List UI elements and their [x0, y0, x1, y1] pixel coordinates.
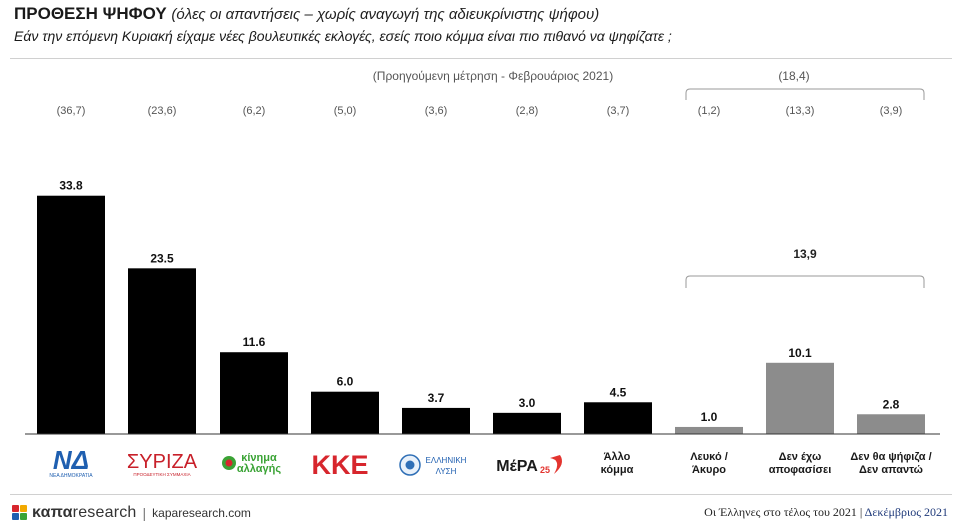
previous-value-label-5: (3,6) [425, 105, 448, 117]
category-blank-invalid: Λευκό / Άκυρο [690, 451, 728, 476]
previous-value-label-6: (2,8) [516, 105, 539, 117]
other-party-line2: κόμμα [601, 464, 634, 476]
category-mera25: ΜέΡΑ 25 [496, 455, 562, 475]
previous-value-label-10: (3,9) [880, 105, 903, 117]
elliniki-lysi-emblem-inner [405, 460, 415, 470]
category-syriza: ΣΥΡΙΖΑ ΠΡΟΟΔΕΥΤΙΚΗ ΣΥΜΜΑΧΙΑ [127, 451, 198, 477]
brand-name: καπαresearch [32, 504, 137, 522]
previous-value-label-4: (5,0) [334, 105, 357, 117]
bar-9 [766, 362, 834, 434]
group-total-label: 13,9 [793, 247, 817, 261]
footer-note-separator: | [859, 505, 865, 519]
previous-value-label-2: (23,6) [148, 105, 177, 117]
abstain-line1: Δεν θα ψήφιζα / [850, 451, 931, 463]
undecided-line1: Δεν έχω [779, 451, 822, 463]
group-bracket [685, 275, 925, 288]
elliniki-lysi-line2: ΛΥΣΗ [436, 467, 457, 476]
previous-value-label-8: (1,2) [698, 105, 721, 117]
page-title: ΠΡΟΘΕΣΗ ΨΗΦΟΥ (όλες οι απαντήσεις – χωρί… [14, 4, 599, 24]
previous-measurement-label: (Προηγούμενη μέτρηση - Φεβρουάριος 2021) [373, 69, 613, 83]
bar-4 [311, 391, 379, 434]
abstain-line2: Δεν απαντώ [859, 464, 923, 476]
bar-value-label-6: 3.0 [519, 396, 536, 410]
bar-value-label-5: 3.7 [428, 391, 445, 405]
previous-group-total: (18,4) [778, 69, 809, 83]
category-elliniki-lysi: ΕΛΛΗΝΙΚΗ ΛΥΣΗ [399, 454, 467, 476]
kinal-logo-line1: κίνημα [241, 452, 277, 464]
previous-value-label-3: (6,2) [243, 105, 266, 117]
category-other-party: Άλλο κόμμα [601, 451, 634, 476]
bar-2 [128, 268, 196, 434]
bar-8 [675, 426, 743, 434]
title-subtitle: (όλες οι απαντήσεις – χωρίς αναγωγή της … [171, 6, 600, 23]
bar-value-label-4: 6.0 [337, 375, 354, 389]
footer-brand: καπαresearch | kaparesearch.com [12, 502, 251, 524]
bar-value-label-2: 23.5 [150, 251, 174, 265]
brand-name-bold: καπα [32, 504, 73, 521]
category-undecided: Δεν έχω αποφασίσει [769, 451, 832, 476]
syriza-logo: ΣΥΡΙΖΑ ΠΡΟΟΔΕΥΤΙΚΗ ΣΥΜΜΑΧΙΑ [127, 451, 198, 477]
top-divider [10, 58, 952, 59]
survey-question: Εάν την επόμενη Κυριακή είχαμε νέες βουλ… [14, 28, 672, 44]
bar-6 [493, 412, 561, 434]
footer-date: Δεκέμβριος 2021 [864, 505, 948, 519]
bar-7 [584, 402, 652, 434]
nd-logo: ΝΔ ΝΕΑ ΔΗΜΟΚΡΑΤΙΑ [49, 445, 93, 479]
brand-name-rest: research [72, 504, 137, 521]
site-link[interactable]: kaparesearch.com [152, 506, 251, 520]
nd-logo-letters: ΝΔ [53, 445, 89, 475]
bar-5 [402, 407, 470, 434]
footer-note-text: Οι Έλληνες στο τέλος του 2021 [704, 505, 857, 519]
blank-invalid-line2: Άκυρο [692, 464, 726, 476]
kinal-logo-line2: αλλαγής [237, 463, 281, 475]
syriza-logo-subtext: ΠΡΟΟΔΕΥΤΙΚΗ ΣΥΜΜΑΧΙΑ [133, 472, 190, 477]
mera25-logo-number: 25 [540, 465, 550, 475]
previous-group-bracket [685, 88, 925, 100]
footer-note: Οι Έλληνες στο τέλος του 2021 | Δεκέμβρι… [704, 505, 948, 520]
bar-value-label-3: 11.6 [243, 335, 266, 349]
vote-intention-chart: (Προηγούμενη μέτρηση - Φεβρουάριος 2021)… [25, 69, 940, 480]
bar-1 [37, 195, 105, 434]
elliniki-lysi-logo: ΕΛΛΗΝΙΚΗ ΛΥΣΗ [399, 454, 467, 476]
kapa-research-logo-icon [12, 505, 28, 521]
kinal-logo-mark-inner [225, 459, 233, 467]
blank-invalid-line1: Λευκό / [690, 451, 728, 463]
mera25-logo-text: ΜέΡΑ [496, 458, 538, 475]
bar-3 [220, 352, 288, 434]
category-nd: ΝΔ ΝΕΑ ΔΗΜΟΚΡΑΤΙΑ [49, 445, 93, 479]
mera25-logo-swoosh [550, 455, 562, 474]
title-main: ΠΡΟΘΕΣΗ ΨΗΦΟΥ [14, 4, 167, 23]
previous-value-label-1: (36,7) [57, 105, 86, 117]
bar-10 [857, 414, 925, 434]
footer-separator: | [142, 505, 147, 521]
nd-logo-text: ΝΕΑ ΔΗΜΟΚΡΑΤΙΑ [49, 473, 93, 479]
bar-value-label-10: 2.8 [883, 397, 900, 411]
previous-value-label-9: (13,3) [786, 105, 815, 117]
bar-value-label-9: 10.1 [788, 346, 812, 360]
kinal-logo: κίνημα αλλαγής [222, 452, 281, 475]
bottom-divider [10, 494, 952, 495]
bar-value-label-8: 1.0 [701, 410, 718, 424]
previous-value-label-7: (3,7) [607, 105, 630, 117]
undecided-line2: αποφασίσει [769, 464, 832, 476]
category-abstain: Δεν θα ψήφιζα / Δεν απαντώ [850, 451, 931, 476]
bar-value-label-1: 33.8 [59, 179, 83, 193]
category-kinal: κίνημα αλλαγής [222, 452, 281, 475]
kke-logo-text: ΚΚΕ [311, 450, 368, 480]
other-party-line1: Άλλο [604, 451, 631, 463]
kke-logo: ΚΚΕ [311, 450, 368, 480]
syriza-logo-text: ΣΥΡΙΖΑ [127, 451, 198, 473]
bar-value-label-7: 4.5 [610, 385, 627, 399]
mera25-logo: ΜέΡΑ 25 [496, 455, 562, 475]
category-kke: ΚΚΕ [311, 450, 368, 480]
elliniki-lysi-line1: ΕΛΛΗΝΙΚΗ [426, 456, 467, 465]
